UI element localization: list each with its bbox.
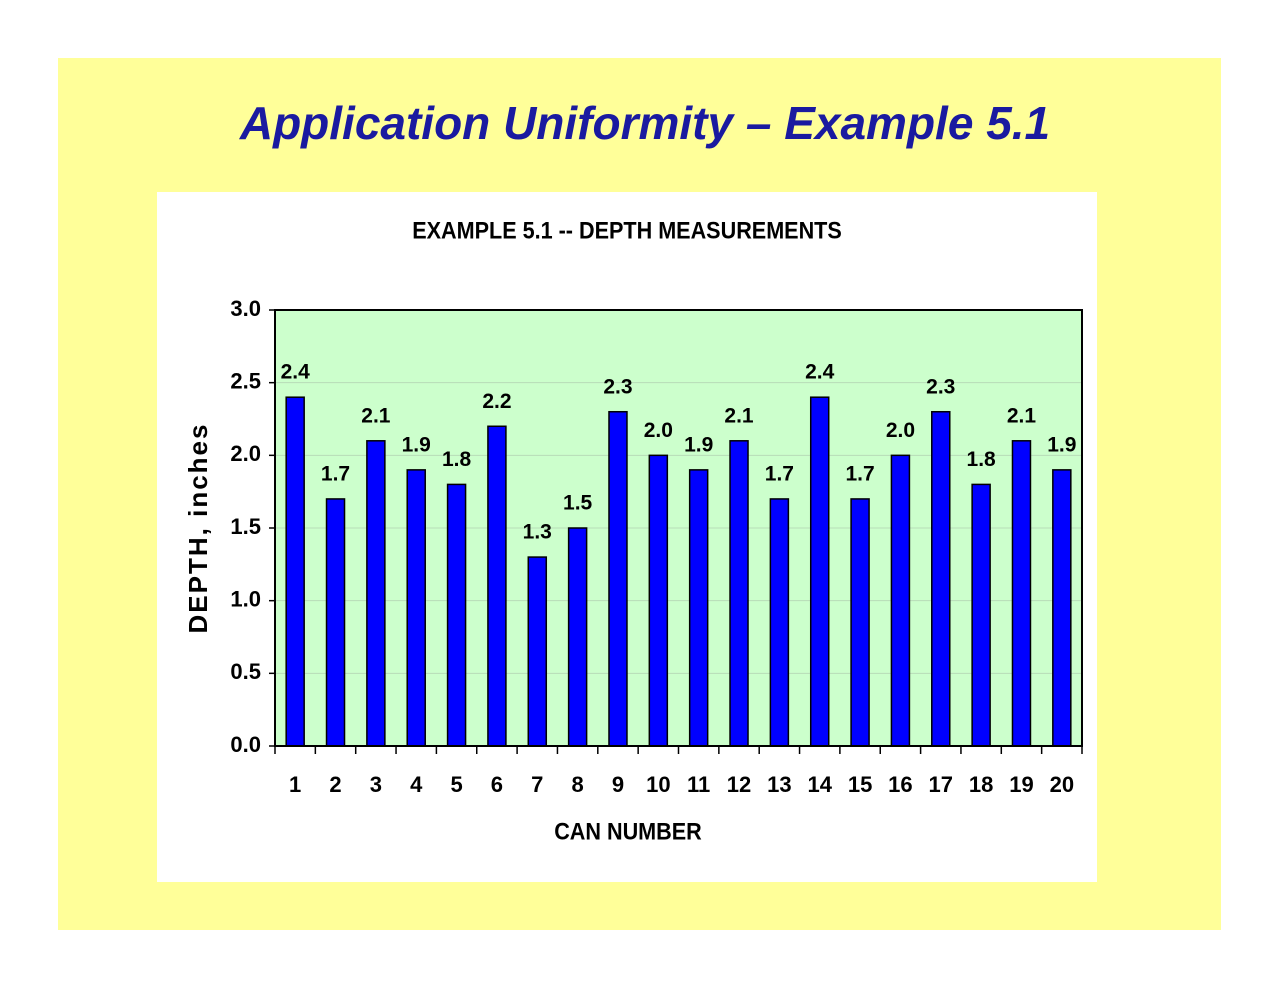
data-label: 1.9 — [1047, 433, 1076, 456]
bar — [325, 498, 346, 747]
bar — [648, 454, 669, 747]
bar — [729, 440, 749, 747]
bar — [688, 469, 709, 747]
y-tick-label: 2.5 — [230, 368, 261, 393]
y-axis-label: DEPTH, inches — [183, 423, 213, 634]
data-label: 1.7 — [845, 462, 874, 485]
data-label: 2.4 — [805, 361, 835, 384]
bar — [1011, 440, 1032, 747]
bar — [890, 454, 911, 747]
chart-title: EXAMPLE 5.1 -- DEPTH MEASUREMENTS — [412, 216, 842, 243]
y-tick-label: 0.5 — [230, 659, 261, 684]
x-tick-label: 13 — [767, 772, 791, 797]
data-label: 1.7 — [321, 462, 350, 485]
data-label: 2.3 — [926, 375, 955, 398]
y-tick-label: 1.0 — [230, 586, 261, 611]
x-tick-label: 14 — [807, 772, 832, 797]
y-tick-label: 3.0 — [230, 296, 261, 321]
data-label: 2.0 — [886, 419, 915, 442]
data-label: 1.3 — [523, 521, 552, 544]
bar — [406, 469, 426, 747]
data-label: 2.2 — [482, 390, 511, 413]
x-tick-label: 2 — [329, 772, 341, 797]
bar — [809, 396, 830, 747]
x-tick-label: 11 — [687, 772, 710, 797]
bar — [527, 556, 548, 747]
x-tick-label: 18 — [969, 772, 993, 797]
x-tick-label: 6 — [491, 772, 503, 797]
data-label: 2.1 — [1007, 404, 1037, 427]
x-tick-label: 1 — [289, 772, 301, 797]
data-label: 1.7 — [765, 462, 794, 485]
data-label: 2.3 — [603, 375, 632, 398]
bar — [285, 396, 305, 747]
data-label: 1.8 — [442, 448, 472, 471]
plot-border — [274, 309, 1083, 747]
data-label: 1.8 — [967, 448, 997, 471]
data-label: 2.0 — [644, 419, 673, 442]
y-tick-label: 2.0 — [230, 441, 261, 466]
data-label: 2.1 — [361, 404, 391, 427]
bar — [446, 483, 467, 747]
bar — [931, 410, 951, 747]
bar — [608, 410, 628, 747]
x-tick-label: 12 — [727, 772, 751, 797]
slide-title: Application Uniformity – Example 5.1 — [239, 97, 1050, 149]
x-tick-label: 3 — [370, 772, 382, 797]
data-label: 2.4 — [281, 361, 311, 384]
data-label: 2.1 — [724, 404, 754, 427]
data-label: 1.5 — [563, 492, 593, 515]
x-tick-label: 16 — [888, 772, 912, 797]
x-tick-label: 9 — [612, 772, 624, 797]
data-label: 1.9 — [402, 433, 431, 456]
y-tick-label: 1.5 — [230, 514, 261, 539]
bar — [366, 440, 386, 747]
x-tick-label: 8 — [572, 772, 584, 797]
bar — [971, 483, 991, 747]
x-tick-label: 10 — [646, 772, 670, 797]
bar — [769, 498, 790, 747]
x-tick-label: 20 — [1050, 772, 1074, 797]
x-tick-label: 7 — [531, 772, 543, 797]
bar — [567, 527, 588, 747]
x-tick-label: 15 — [848, 772, 872, 797]
x-tick-label: 5 — [450, 772, 462, 797]
x-tick-label: 17 — [929, 772, 953, 797]
y-tick-label: 0.0 — [230, 732, 261, 757]
bar — [1052, 469, 1072, 747]
x-tick-label: 4 — [410, 772, 423, 797]
x-axis-label: CAN NUMBER — [554, 817, 702, 844]
bar — [850, 498, 870, 747]
data-label: 1.9 — [684, 433, 713, 456]
x-tick-label: 19 — [1009, 772, 1033, 797]
bar — [487, 425, 507, 747]
